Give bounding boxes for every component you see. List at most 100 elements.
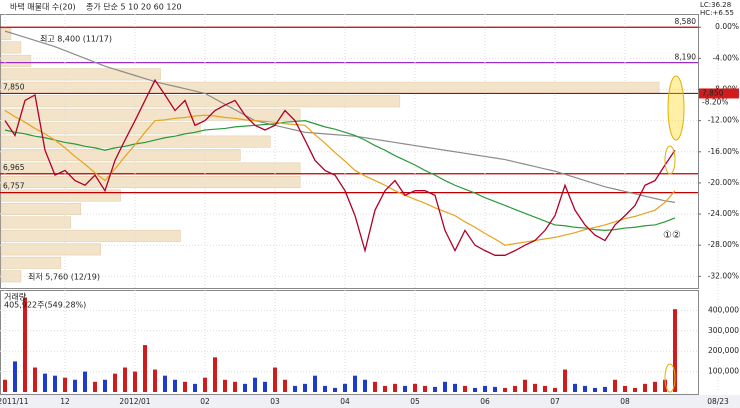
volume-tick-label: 200,000 bbox=[708, 346, 739, 355]
highlight-oval bbox=[664, 145, 676, 175]
volume-bar bbox=[643, 383, 647, 392]
volume-profile-bar bbox=[0, 54, 32, 67]
current-price-box bbox=[699, 88, 739, 99]
volume-bar bbox=[43, 373, 47, 392]
volume-bar bbox=[13, 361, 17, 392]
volume-bar bbox=[583, 385, 587, 392]
legend-ma: 종가 단순 5 10 20 60 120 bbox=[86, 2, 182, 12]
volume-last-label: 405,922주(549.28%) bbox=[4, 301, 86, 310]
volume-title: 거래량 bbox=[4, 292, 27, 302]
series-line bbox=[4, 78, 676, 256]
x-tick-label: 12 bbox=[60, 397, 70, 406]
volume-bar bbox=[83, 371, 87, 392]
legend-left: 바택 매물대 수(20) bbox=[10, 2, 76, 12]
volume-bar bbox=[463, 385, 467, 392]
volume-profile-bar bbox=[0, 108, 301, 121]
volume-bar bbox=[383, 385, 387, 392]
lc-label: LC:36.28 bbox=[700, 1, 731, 9]
y-tick-label: -12.00% bbox=[708, 116, 739, 125]
volume-bar bbox=[523, 379, 527, 392]
volume-bar bbox=[33, 367, 37, 392]
x-axis-bar bbox=[0, 395, 740, 408]
price-level-label: 8,580 bbox=[675, 17, 697, 26]
highlight-oval bbox=[667, 75, 685, 141]
x-tick-label: 06 bbox=[480, 397, 490, 406]
volume-profile-bar bbox=[0, 135, 271, 148]
volume-bar bbox=[423, 385, 427, 392]
volume-bar bbox=[613, 379, 617, 392]
volume-profile-bar bbox=[0, 229, 181, 242]
y-tick-label: -20.00% bbox=[708, 178, 739, 187]
volume-bar bbox=[23, 297, 27, 392]
y-tick-label: -32.00% bbox=[708, 271, 739, 280]
volume-bar bbox=[503, 387, 507, 392]
volume-bar bbox=[363, 379, 367, 392]
volume-profile-bar bbox=[0, 81, 660, 94]
y-tick-label: -28.00% bbox=[708, 240, 739, 249]
volume-bar bbox=[653, 381, 657, 392]
volume-bar bbox=[543, 385, 547, 392]
volume-bar bbox=[333, 387, 337, 392]
x-tick-label: 2011/11 bbox=[0, 397, 29, 406]
volume-profile-bar bbox=[0, 68, 161, 81]
volume-profile-bar bbox=[0, 95, 401, 108]
volume-bar bbox=[143, 345, 147, 392]
volume-bar bbox=[513, 385, 517, 392]
volume-bar bbox=[93, 381, 97, 392]
volume-bar bbox=[483, 385, 487, 392]
x-tick-label: 05 bbox=[410, 397, 420, 406]
volume-profile-bar bbox=[0, 256, 62, 269]
volume-bar bbox=[403, 385, 407, 392]
volume-bar bbox=[263, 381, 267, 392]
volume-bar bbox=[603, 386, 607, 392]
volume-bar bbox=[593, 387, 597, 392]
volume-bar bbox=[223, 379, 227, 392]
volume-profile-bar bbox=[0, 27, 12, 40]
volume-bar bbox=[633, 387, 637, 392]
volume-bar bbox=[563, 369, 567, 392]
volume-bar bbox=[213, 357, 217, 392]
y-tick-label: 0.00% bbox=[715, 22, 739, 31]
foreground-layer: 0.00%-4.00%-8.00%-12.00%-16.00%-20.00%-2… bbox=[0, 17, 739, 406]
volume-bar bbox=[353, 375, 357, 392]
y-tick-label: -24.00% bbox=[708, 209, 739, 218]
highlight-oval bbox=[664, 363, 676, 393]
x-tick-label: 02 bbox=[200, 397, 210, 406]
x-tick-label: 07 bbox=[550, 397, 560, 406]
volume-bar bbox=[173, 379, 177, 392]
volume-bar bbox=[73, 379, 77, 392]
background-layer bbox=[0, 14, 719, 392]
x-tick-label: 03 bbox=[270, 397, 280, 406]
series-line bbox=[4, 110, 676, 246]
volume-profile-bar bbox=[0, 176, 301, 189]
volume-profile-bar bbox=[0, 243, 101, 256]
series-line bbox=[4, 120, 676, 231]
volume-profile-bar bbox=[0, 122, 201, 135]
volume-bar bbox=[443, 381, 447, 392]
volume-bar bbox=[623, 385, 627, 392]
volume-tick-label: 300,000 bbox=[708, 326, 739, 335]
x-tick-label: 08/23 bbox=[707, 397, 729, 406]
volume-profile-bar bbox=[0, 162, 301, 175]
volume-bar bbox=[163, 375, 167, 392]
volume-bar bbox=[433, 386, 437, 392]
volume-bar bbox=[243, 383, 247, 392]
volume-bar bbox=[473, 387, 477, 392]
volume-bar bbox=[413, 383, 417, 392]
price-level-label: 6,965 bbox=[3, 163, 25, 172]
volume-bar bbox=[3, 379, 7, 392]
volume-bar bbox=[283, 379, 287, 392]
volume-profile-bar bbox=[0, 41, 22, 54]
volume-profile-bar bbox=[0, 189, 121, 202]
volume-bar bbox=[373, 381, 377, 392]
volume-bar bbox=[573, 383, 577, 392]
volume-bar bbox=[63, 377, 67, 392]
price-level-label: 6,757 bbox=[3, 182, 25, 191]
low-annotation: 최저 5,760 (12/19) bbox=[28, 272, 100, 282]
volume-tick-label: 100,000 bbox=[708, 367, 739, 376]
volume-bar bbox=[153, 369, 157, 392]
volume-bar bbox=[203, 377, 207, 392]
volume-bar bbox=[103, 379, 107, 392]
